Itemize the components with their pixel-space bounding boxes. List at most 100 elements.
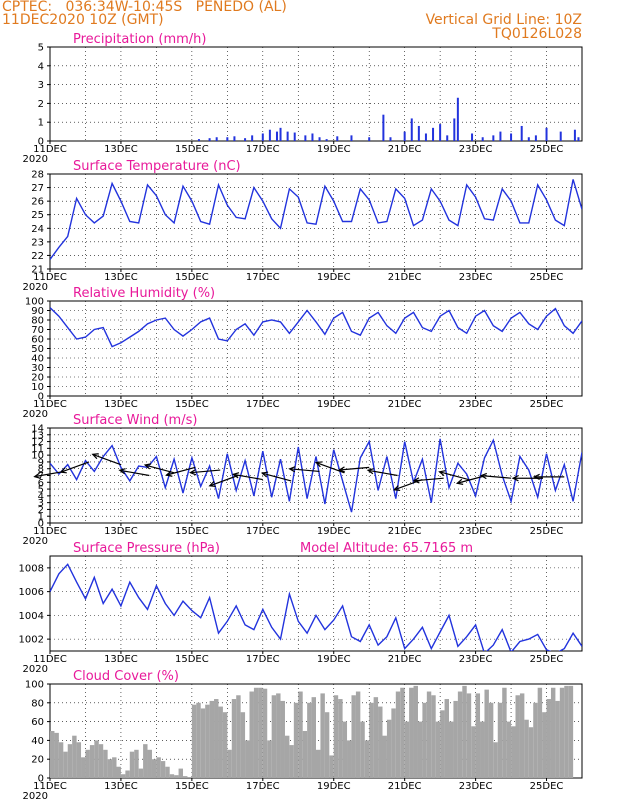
cloud-xtick-label: 13DEC xyxy=(104,781,138,792)
cloud-bar xyxy=(307,702,312,778)
cloud-xtick-label: 17DEC xyxy=(246,781,280,792)
rh-xtick-label: 11DEC xyxy=(33,399,67,410)
cloud-bar xyxy=(559,687,565,778)
precip-bar xyxy=(456,97,459,141)
precip-bar xyxy=(318,137,321,141)
cloud-bar xyxy=(103,749,108,778)
press-ytick-label: 1006 xyxy=(19,587,44,598)
wind-ytick-label: 9 xyxy=(38,457,44,468)
cloud-bar xyxy=(413,685,418,778)
press-xtick-label: 25DEC xyxy=(530,654,564,665)
rh-ytick-label: 50 xyxy=(31,344,44,355)
cloud-ytick-label: 0 xyxy=(38,774,44,785)
temp-xtick-label: 23DEC xyxy=(459,272,493,283)
cloud-bar xyxy=(484,689,489,778)
precip-bar xyxy=(304,135,307,141)
precip-bar xyxy=(389,137,392,141)
wind-arrow-shaft xyxy=(34,470,65,478)
model-name-header: TQ0126L028 xyxy=(492,26,582,42)
cloud-bar xyxy=(107,759,113,778)
precip-bar xyxy=(268,129,271,141)
cloud-ytick-label: 20 xyxy=(31,755,44,766)
rh-xtick-label: 17DEC xyxy=(246,399,280,410)
wind-xtick-label: 17DEC xyxy=(246,526,280,537)
rh-series-line xyxy=(50,307,582,348)
cloud-bar xyxy=(58,742,64,778)
temp-ytick-label: 22 xyxy=(31,251,44,262)
cloud-bar xyxy=(289,745,294,778)
rh-ytick-label: 90 xyxy=(31,306,44,317)
precip-bar xyxy=(520,125,523,141)
cloud-bar xyxy=(400,687,405,778)
wind-arrow-head xyxy=(208,481,216,487)
cloud-bar xyxy=(218,706,223,778)
cloud-ytick-label: 100 xyxy=(25,680,44,691)
cloud-bar xyxy=(76,742,82,778)
precip-bar xyxy=(215,137,218,141)
rh-xtick-label: 23DEC xyxy=(459,399,493,410)
cloud-bar xyxy=(373,697,379,778)
cloud-bar xyxy=(342,721,348,778)
cloud-bar xyxy=(156,757,161,778)
wind-arrow-shaft xyxy=(92,453,122,466)
temp-series-line xyxy=(50,179,582,260)
precip-bar xyxy=(577,137,580,141)
precip-bar xyxy=(432,127,435,141)
precip-bar xyxy=(492,135,495,141)
precip-bar xyxy=(453,118,456,141)
wind-arrow-head xyxy=(479,472,488,480)
precip-xtick-label: 21DEC xyxy=(388,144,422,155)
vertical-grid-line-note: Vertical Grid Line: 10Z xyxy=(425,12,582,28)
wind-arrow-shaft xyxy=(413,477,444,482)
rh-ytick-label: 60 xyxy=(31,335,44,346)
precip-bar xyxy=(286,131,289,141)
cloud-bar xyxy=(116,766,121,778)
wind-xtick-label: 21DEC xyxy=(388,526,422,537)
wind-arrow-shaft xyxy=(367,469,398,477)
cloud-bar xyxy=(245,740,250,778)
cloud-bar xyxy=(200,708,206,778)
cloud-bar xyxy=(222,712,228,778)
cloud-bar xyxy=(369,702,374,778)
wind-arrow-head xyxy=(143,463,152,470)
cloud-bar xyxy=(324,712,330,778)
wind-ytick-label: 3 xyxy=(38,498,44,509)
cloud-bar xyxy=(364,740,370,778)
cloud-bar xyxy=(360,721,365,778)
cloud-bar xyxy=(231,699,237,778)
rh-xtick-label: 13DEC xyxy=(104,399,138,410)
wind-ytick-label: 13 xyxy=(31,430,44,441)
cloud-bar xyxy=(462,685,467,778)
precip-ytick-label: 4 xyxy=(38,61,44,72)
cloud-bar xyxy=(240,712,246,778)
cloud-bar xyxy=(550,687,556,778)
precip-ytick-label: 1 xyxy=(38,118,44,129)
wind-arrow-head xyxy=(438,470,446,477)
cloud-bar xyxy=(378,706,383,778)
cloud-bar xyxy=(214,699,219,778)
temp-xtick-label: 19DEC xyxy=(317,272,351,283)
precip-bar xyxy=(275,131,278,141)
wind-arrow-shaft xyxy=(457,474,487,484)
precip-bar xyxy=(251,135,254,141)
precip-bar xyxy=(559,131,562,141)
cloud-bar xyxy=(480,721,485,778)
temp-xtick-label: 15DEC xyxy=(175,272,209,283)
precip-bar xyxy=(261,133,264,141)
cloud-bar xyxy=(298,691,303,778)
cloud-xtick-label: 15DEC xyxy=(175,781,209,792)
cloud-bar xyxy=(147,749,152,778)
press-title: Surface Pressure (hPa) xyxy=(73,541,220,556)
wind-ytick-label: 11 xyxy=(31,444,44,455)
precip-bar xyxy=(382,114,385,141)
cloud-bar xyxy=(426,691,432,778)
press-xtick-label: 19DEC xyxy=(317,654,351,665)
cloud-bar xyxy=(493,742,498,778)
rh-ytick-label: 40 xyxy=(31,354,44,365)
precip-title: Precipitation (mm/h) xyxy=(73,32,206,47)
rh-xtick-label: 21DEC xyxy=(388,399,422,410)
wind-arrow-head xyxy=(288,466,296,473)
rh-xtick-label: 25DEC xyxy=(530,399,564,410)
precip-ytick-label: 3 xyxy=(38,80,44,91)
cloud-xtick-label: 25DEC xyxy=(530,781,564,792)
